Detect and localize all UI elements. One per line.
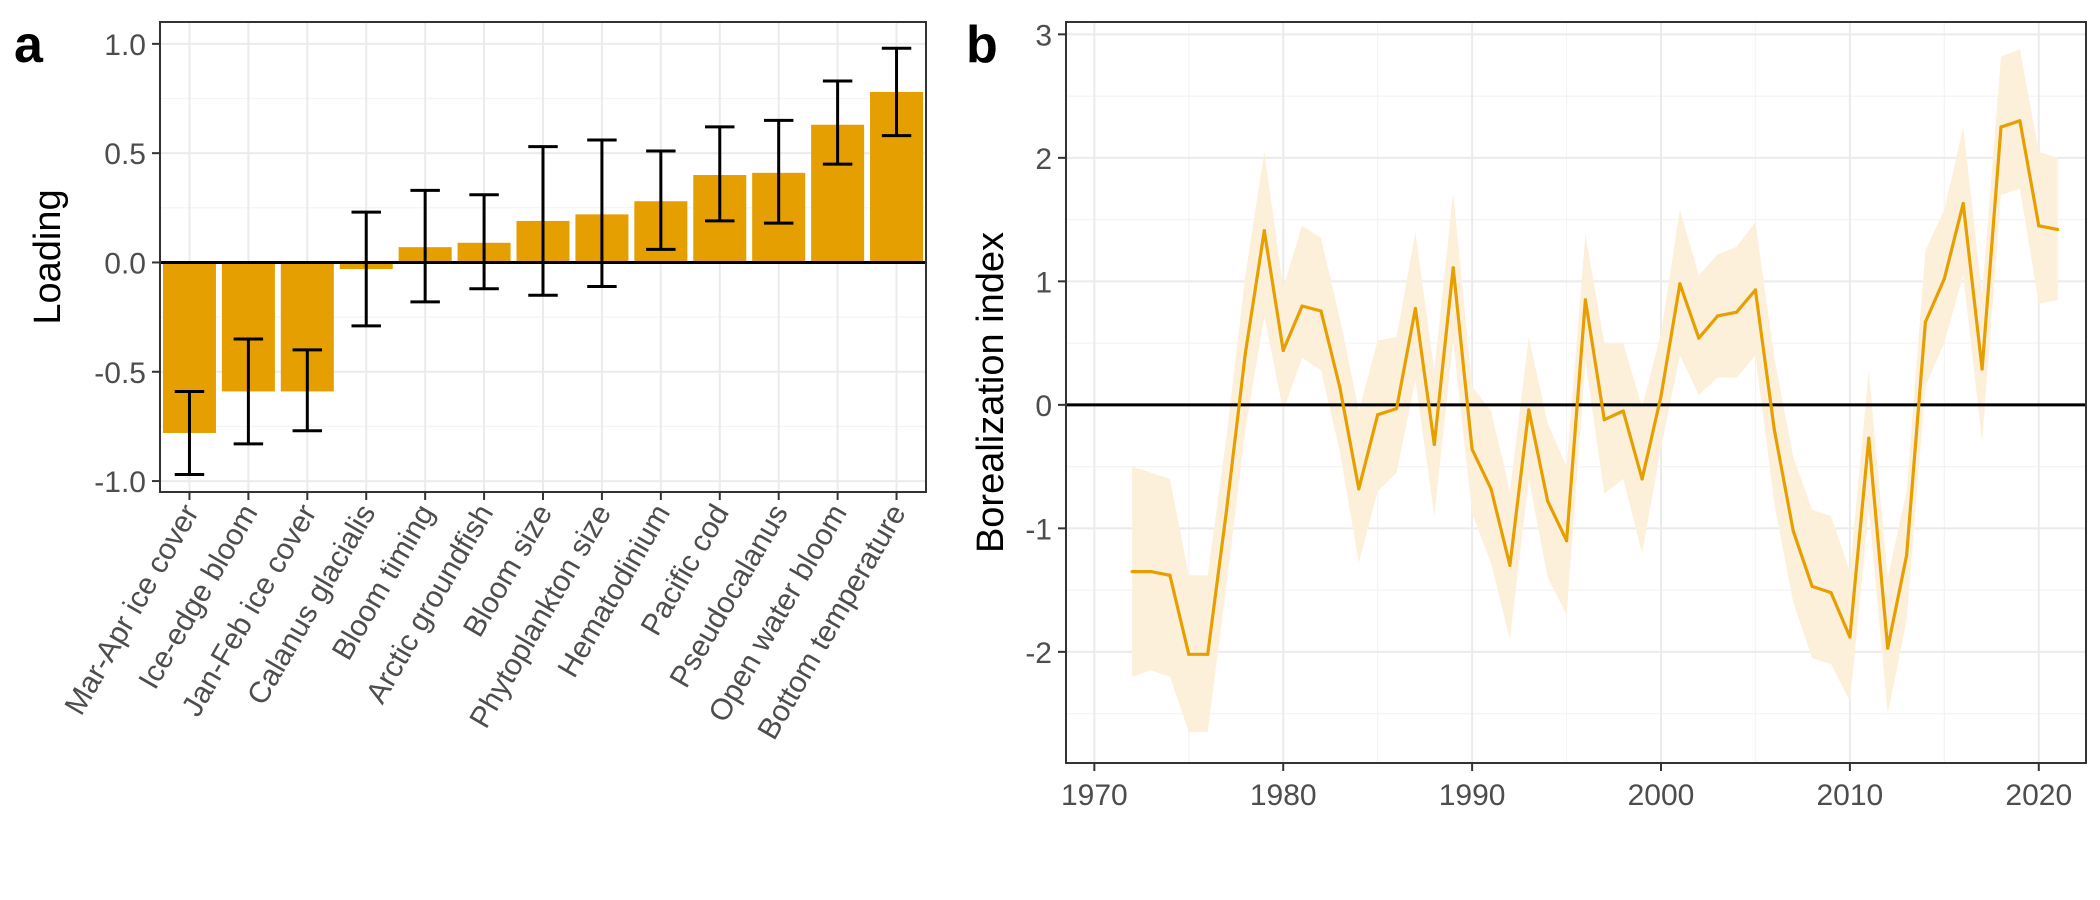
error-bar <box>410 188 440 304</box>
y-tick-label: -0.5 <box>94 357 146 390</box>
panel-b-frame <box>1065 21 2087 764</box>
data-point <box>1376 413 1380 417</box>
error-bar <box>528 145 558 297</box>
error-bar <box>646 149 676 251</box>
data-point <box>1187 652 1191 656</box>
data-point <box>1942 277 1946 281</box>
data-point <box>1602 418 1606 422</box>
data-point <box>1168 573 1172 577</box>
x-tick-label: 1970 <box>1061 779 1128 812</box>
data-point <box>2018 119 2022 123</box>
x-tick-label: 1990 <box>1439 779 1506 812</box>
data-point <box>1243 351 1248 355</box>
data-point <box>1961 201 1965 206</box>
data-point <box>1300 304 1304 308</box>
panel-b-x-axis: 1970 1980 1990 2000 2010 2020 <box>1061 763 2072 812</box>
y-tick-label: 0.0 <box>104 247 146 280</box>
panel-b-y-axis: -2 -1 0 1 2 3 <box>1025 19 1066 670</box>
y-tick-label: 2 <box>1035 143 1052 176</box>
data-point <box>1848 635 1852 639</box>
data-point <box>1149 569 1153 574</box>
data-point <box>1432 442 1436 446</box>
x-tick-label: 2000 <box>1628 779 1695 812</box>
data-point <box>1206 652 1210 656</box>
data-point <box>1583 298 1588 302</box>
data-point <box>1508 563 1512 568</box>
data-point <box>1527 408 1531 412</box>
x-tick-label: 2020 <box>2005 779 2072 812</box>
y-tick-label: -2 <box>1025 637 1052 670</box>
error-bar <box>822 79 853 166</box>
data-point <box>1697 336 1701 340</box>
y-tick-label: 3 <box>1035 19 1052 52</box>
error-bar <box>881 46 912 138</box>
error-bar <box>705 125 735 223</box>
data-point <box>1564 539 1569 543</box>
data-point <box>2037 224 2041 228</box>
data-point <box>1224 508 1229 512</box>
data-point <box>1716 314 1720 318</box>
error-bar <box>763 118 794 225</box>
panel-b-confidence-ribbon <box>1132 49 2058 733</box>
panel-b-letter: b <box>966 16 998 74</box>
data-point <box>1338 385 1342 390</box>
data-point <box>1867 436 1871 440</box>
panel-a-y-axis: -1.0 -0.5 0.0 0.5 1.0 <box>94 29 160 499</box>
data-point <box>1734 310 1739 314</box>
data-point <box>1394 406 1399 411</box>
y-tick-label: 1.0 <box>104 29 146 62</box>
data-point <box>1980 367 1984 371</box>
error-bar <box>469 193 499 291</box>
x-tick-label: 1980 <box>1250 779 1317 812</box>
panel-b-points <box>1130 119 2060 656</box>
data-point <box>1791 529 1795 533</box>
data-point <box>1999 125 2003 129</box>
data-point <box>1546 499 1550 503</box>
y-tick-label: 0.5 <box>104 138 146 171</box>
data-point <box>1621 409 1625 413</box>
panel-a-bar-chart: a -1.0 -0.5 0.0 0.5 1.0 Mar-Apr ice coverIce… <box>14 16 927 745</box>
data-point <box>1772 427 1776 432</box>
error-bar <box>587 138 617 289</box>
error-bar <box>174 389 205 477</box>
panel-b-index-line <box>1132 119 2059 656</box>
data-point <box>1810 584 1814 588</box>
panel-b-line-chart: b -2 -1 0 1 2 3 1970 1980 1990 2000 2010 2020 Bore… <box>966 16 2087 812</box>
data-point <box>1678 282 1682 286</box>
data-point <box>2056 227 2060 232</box>
data-point <box>1489 487 1493 491</box>
error-bar <box>351 210 381 328</box>
y-tick-label: 1 <box>1035 266 1052 299</box>
data-point <box>1451 266 1455 270</box>
data-point <box>1262 229 1266 233</box>
data-point <box>1470 447 1474 451</box>
panel-a-y-axis-title: Loading <box>27 189 69 324</box>
panel-a-letter: a <box>14 16 44 74</box>
error-bar <box>233 337 264 446</box>
data-point <box>1923 320 1928 324</box>
x-tick-label: 2010 <box>1817 779 1884 812</box>
data-point <box>1640 477 1644 481</box>
data-point <box>1829 590 1833 595</box>
error-bar <box>292 348 323 433</box>
y-tick-label: -1.0 <box>94 466 146 499</box>
data-point <box>1319 309 1323 313</box>
y-tick-label: 0 <box>1035 390 1052 423</box>
data-point <box>1659 394 1663 398</box>
data-point <box>1886 646 1890 650</box>
data-point <box>1753 288 1758 292</box>
data-point <box>1904 553 1909 558</box>
y-tick-label: -1 <box>1025 513 1052 546</box>
data-point <box>1357 487 1361 491</box>
data-point <box>1130 569 1134 574</box>
data-point <box>1413 306 1418 311</box>
data-point <box>1281 348 1285 353</box>
panel-b-y-axis-title: Borealization index <box>970 232 1012 553</box>
